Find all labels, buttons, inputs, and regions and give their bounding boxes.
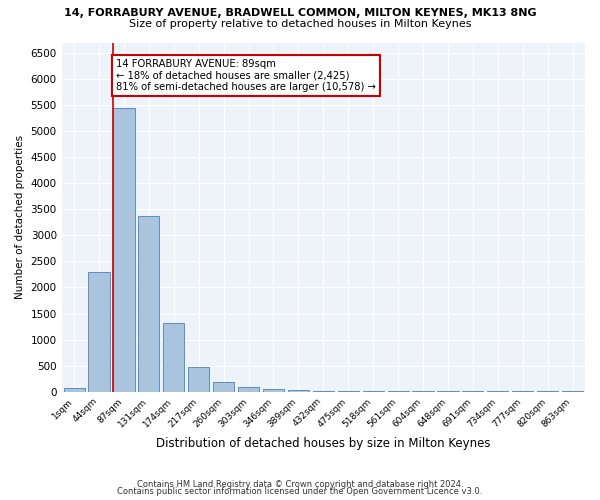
Bar bbox=[113, 108, 134, 392]
Bar bbox=[188, 366, 209, 392]
Bar bbox=[88, 272, 110, 392]
Bar bbox=[138, 216, 160, 392]
Bar bbox=[238, 386, 259, 392]
Bar bbox=[163, 324, 184, 392]
Text: 14, FORRABURY AVENUE, BRADWELL COMMON, MILTON KEYNES, MK13 8NG: 14, FORRABURY AVENUE, BRADWELL COMMON, M… bbox=[64, 8, 536, 18]
Bar bbox=[64, 388, 85, 392]
Bar bbox=[213, 382, 234, 392]
Text: Contains HM Land Registry data © Crown copyright and database right 2024.: Contains HM Land Registry data © Crown c… bbox=[137, 480, 463, 489]
Bar bbox=[338, 391, 359, 392]
Text: 14 FORRABURY AVENUE: 89sqm
← 18% of detached houses are smaller (2,425)
81% of s: 14 FORRABURY AVENUE: 89sqm ← 18% of deta… bbox=[116, 59, 376, 92]
Bar bbox=[263, 388, 284, 392]
Bar bbox=[288, 390, 309, 392]
Text: Contains public sector information licensed under the Open Government Licence v3: Contains public sector information licen… bbox=[118, 488, 482, 496]
Y-axis label: Number of detached properties: Number of detached properties bbox=[15, 135, 25, 299]
Bar bbox=[313, 390, 334, 392]
X-axis label: Distribution of detached houses by size in Milton Keynes: Distribution of detached houses by size … bbox=[156, 437, 491, 450]
Text: Size of property relative to detached houses in Milton Keynes: Size of property relative to detached ho… bbox=[129, 19, 471, 29]
